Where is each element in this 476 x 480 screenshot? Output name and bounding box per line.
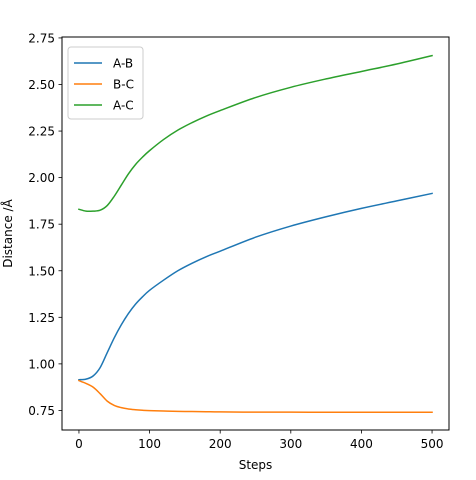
y-tick-label: 2.00 xyxy=(28,171,55,185)
y-tick-label: 1.25 xyxy=(28,311,55,325)
x-tick-label: 0 xyxy=(75,437,83,451)
y-tick-label: 0.75 xyxy=(28,404,55,418)
x-axis-label: Steps xyxy=(239,458,273,472)
plot-frame xyxy=(61,36,450,431)
x-tick-label: 200 xyxy=(209,437,232,451)
y-axis: 0.75 1.00 1.25 1.50 1.75 2.00 2.25 2.50 2.75 xyxy=(28,31,62,418)
plot-lines xyxy=(77,54,433,414)
y-tick-label: 1.75 xyxy=(28,218,55,232)
y-axis-label: Distance /Å xyxy=(0,198,15,267)
legend-label: A-C xyxy=(113,99,134,113)
y-tick-label: 1.50 xyxy=(28,264,55,278)
series-line-a-c xyxy=(78,54,433,213)
legend-box xyxy=(67,46,144,120)
y-tick-label: 2.50 xyxy=(28,78,55,92)
x-tick-label: 400 xyxy=(350,437,373,451)
x-tick-label: 100 xyxy=(138,437,161,451)
legend-label: B-C xyxy=(113,78,134,92)
y-tick-label: 2.75 xyxy=(28,31,55,45)
series-line-b-c xyxy=(77,379,433,414)
legend: A-B B-C A-C xyxy=(67,46,144,120)
x-tick-label: 500 xyxy=(421,437,444,451)
y-tick-label: 1.00 xyxy=(28,357,55,371)
x-axis: 0 100 200 300 400 500 xyxy=(75,430,444,451)
legend-label: A-B xyxy=(113,57,133,71)
x-tick-label: 300 xyxy=(279,437,302,451)
y-tick-label: 2.25 xyxy=(28,125,55,139)
series-line-a-b xyxy=(78,192,433,381)
